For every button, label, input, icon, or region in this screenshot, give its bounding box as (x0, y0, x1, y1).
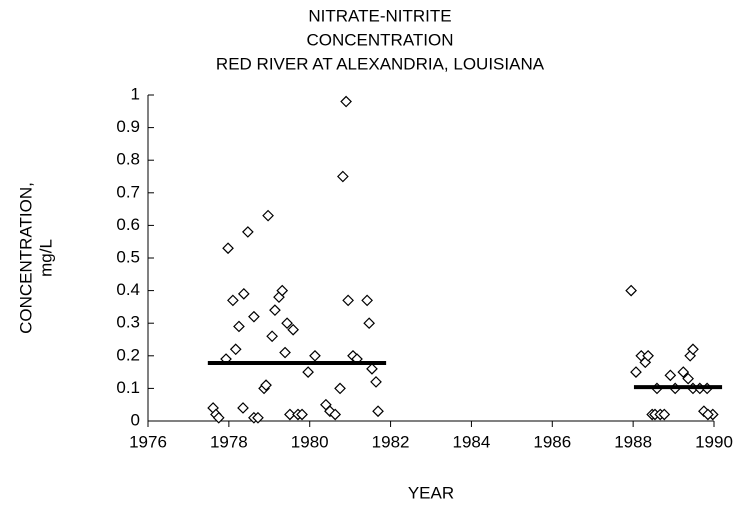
point (370, 376, 382, 388)
x-tick-label: 1978 (210, 432, 248, 451)
y-tick-label: 0.2 (116, 345, 140, 364)
y-tick-label: 0.3 (116, 313, 140, 332)
point (227, 294, 239, 307)
x-tick-label: 1984 (453, 432, 491, 451)
point (222, 242, 234, 255)
x-tick-label: 1990 (695, 432, 733, 451)
point (329, 408, 342, 421)
y-tick-label: 0.9 (116, 117, 140, 136)
point (302, 366, 314, 378)
y-tick-label: 0.1 (116, 378, 140, 397)
chart-title: NITRATE-NITRITE (308, 6, 451, 25)
point (687, 343, 699, 356)
point (237, 288, 250, 300)
y-tick-label: 0.6 (116, 215, 140, 234)
y-tick-label: 0.5 (116, 247, 140, 266)
point (276, 284, 289, 297)
point (262, 209, 274, 222)
point (363, 317, 375, 330)
point (284, 408, 296, 421)
y-tick-label: 0.8 (116, 150, 140, 169)
point (287, 323, 299, 336)
y-tick-label: 0 (131, 410, 140, 429)
point (682, 372, 694, 385)
point (229, 343, 242, 356)
x-tick-label: 1982 (372, 432, 410, 451)
chart-title: RED RIVER AT ALEXANDRIA, LOUISIANA (216, 54, 545, 73)
x-tick-label: 1980 (291, 432, 329, 451)
point (269, 304, 281, 317)
y-axis-label: mg/L (36, 239, 55, 277)
point (677, 366, 690, 378)
x-tick-label: 1976 (129, 432, 167, 451)
point (642, 349, 654, 362)
point (309, 349, 321, 362)
point (361, 294, 373, 307)
point (625, 284, 637, 297)
y-tick-label: 0.4 (116, 280, 140, 299)
point (212, 411, 225, 424)
point (260, 379, 272, 391)
point (702, 408, 714, 421)
x-axis-label: YEAR (408, 483, 454, 502)
point (233, 320, 245, 333)
point (279, 346, 291, 359)
point (296, 408, 308, 421)
point (340, 95, 352, 108)
point (342, 294, 354, 307)
point (248, 310, 260, 323)
y-tick-label: 1 (131, 84, 140, 103)
point (242, 226, 254, 238)
point (334, 382, 346, 395)
point (337, 170, 349, 183)
y-tick-label: 0.7 (116, 182, 140, 201)
point (658, 408, 671, 421)
y-axis-label: CONCENTRATION, (16, 182, 35, 334)
point (252, 411, 264, 424)
point (237, 402, 249, 414)
x-tick-label: 1988 (614, 432, 652, 451)
point (366, 362, 378, 375)
point (664, 369, 677, 382)
point (630, 366, 642, 378)
x-tick-label: 1986 (533, 432, 571, 451)
point (281, 317, 293, 330)
chart-title: CONCENTRATION (306, 30, 453, 49)
point (372, 405, 384, 418)
point (266, 330, 278, 343)
